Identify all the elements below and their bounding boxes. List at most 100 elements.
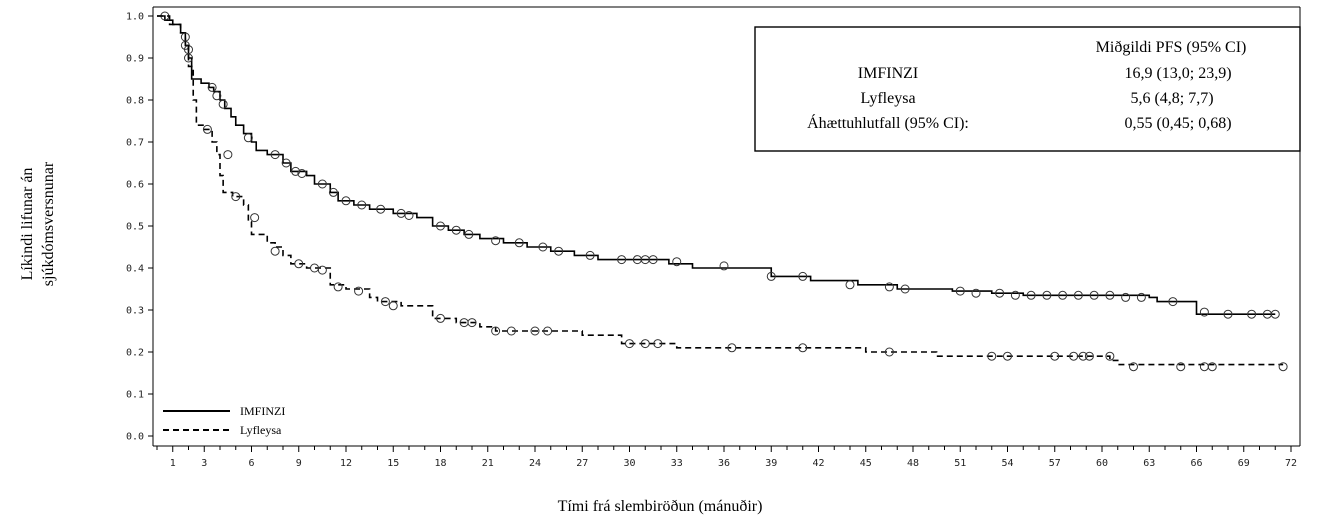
x-tick-label: 6 xyxy=(248,458,254,469)
censor-mark xyxy=(328,187,338,197)
censor-mark xyxy=(223,150,233,160)
annotation-row-imfinzi-value: 16,9 (13,0; 23,9) xyxy=(1124,65,1231,82)
censor-mark xyxy=(380,297,390,307)
x-tick-label: 15 xyxy=(387,458,399,469)
censor-mark xyxy=(1278,362,1288,372)
x-tick-label: 48 xyxy=(907,458,919,469)
censor-mark xyxy=(270,246,280,256)
censor-mark xyxy=(1026,290,1036,300)
median-pfs-box-frame xyxy=(754,26,1301,152)
median-pfs-box: Miðgildi PFS (95% CI) IMFINZI 16,9 (13,0… xyxy=(754,26,1301,152)
censor-mark xyxy=(207,82,217,92)
censor-mark xyxy=(1050,351,1060,361)
censor-mark xyxy=(1129,362,1138,372)
censor-mark xyxy=(672,257,682,267)
censor-mark xyxy=(845,280,855,290)
censor-mark xyxy=(1069,351,1079,361)
censor-mark xyxy=(719,261,729,271)
legend-label-placebo: Lyfleysa xyxy=(240,423,282,437)
censor-mark xyxy=(1247,309,1257,319)
legend-label-imfinzi: IMFINZI xyxy=(240,404,285,418)
censor-mark xyxy=(388,301,398,311)
censor-mark xyxy=(218,99,228,109)
censor-mark xyxy=(727,343,737,353)
censor-mark xyxy=(243,133,253,143)
x-tick-label: 39 xyxy=(765,458,777,469)
censor-mark xyxy=(1073,290,1083,300)
x-tick-label: 51 xyxy=(954,458,966,469)
annotation-row-placebo-label: Lyfleysa xyxy=(860,90,915,107)
censor-mark xyxy=(640,339,650,349)
y-tick-label: 1.0 xyxy=(126,12,144,23)
censor-mark xyxy=(514,238,524,248)
censor-mark xyxy=(900,284,910,294)
x-tick-label: 66 xyxy=(1190,458,1202,469)
censor-mark xyxy=(294,259,304,269)
annotation-row-hr-label: Áhættuhlutfall (95% CI): xyxy=(807,113,969,132)
x-tick-label: 36 xyxy=(718,458,730,469)
censor-mark xyxy=(648,255,658,265)
x-axis-title: Tími frá slembiröðun (mánuðir) xyxy=(558,498,763,515)
y-tick-label: 0.2 xyxy=(126,348,144,359)
censor-mark xyxy=(436,313,445,323)
censor-mark xyxy=(1078,351,1088,361)
x-ticks: 1 3 6 9 12 15 18 21 24 27 30 33 36 39 42 45 48 51 54 57 60 63… xyxy=(156,446,1297,469)
censor-mark xyxy=(884,347,894,357)
y-axis-title-line2: sjúkdómsversnunar xyxy=(40,161,57,286)
censor-mark xyxy=(585,250,595,260)
y-ticks: 0.0 0.1 0.2 0.3 0.4 0.5 0.6 0.7 0.8 0.9 1.0 xyxy=(126,12,153,443)
x-tick-label: 12 xyxy=(340,458,352,469)
censor-mark xyxy=(184,53,193,63)
censor-mark xyxy=(971,288,981,298)
censor-mark xyxy=(467,318,477,328)
censor-mark xyxy=(798,271,808,281)
censor-mark xyxy=(625,339,634,349)
x-tick-label: 42 xyxy=(812,458,824,469)
y-tick-label: 0.3 xyxy=(126,306,144,317)
y-axis-title-line1: Líkindi lifunar án xyxy=(19,168,36,281)
censor-mark xyxy=(297,169,307,178)
censor-mark xyxy=(357,200,367,210)
censor-mark xyxy=(317,179,327,189)
censor-mark xyxy=(491,326,501,336)
x-tick-label: 21 xyxy=(482,458,494,469)
y-tick-label: 0.8 xyxy=(126,96,144,107)
censor-mark xyxy=(291,166,301,176)
x-tick-label: 18 xyxy=(434,458,446,469)
censor-mark xyxy=(617,255,627,265)
censor-mark xyxy=(354,286,364,296)
y-tick-label: 0.7 xyxy=(126,138,144,149)
legend: IMFINZI Lyfleysa xyxy=(163,404,285,437)
censor-mark xyxy=(987,351,997,361)
censor-mark xyxy=(341,196,351,206)
y-tick-label: 0.0 xyxy=(126,432,144,443)
censor-mark xyxy=(766,271,776,281)
censor-mark xyxy=(1084,351,1094,361)
censor-mark xyxy=(1003,351,1012,361)
censor-mark xyxy=(506,326,516,336)
censor-mark xyxy=(451,225,461,235)
censor-mark xyxy=(955,286,965,296)
censor-mark xyxy=(530,326,540,336)
censor-mark xyxy=(1058,290,1068,300)
censor-mark xyxy=(250,213,260,223)
censor-mark xyxy=(1089,290,1099,300)
censor-mark xyxy=(1105,290,1115,300)
x-tick-label: 1 xyxy=(170,458,176,469)
x-tick-label: 57 xyxy=(1049,458,1061,469)
censor-mark xyxy=(1042,290,1052,300)
censor-mark xyxy=(798,343,808,353)
x-tick-label: 72 xyxy=(1285,458,1297,469)
x-tick-label: 3 xyxy=(201,458,207,469)
censor-mark xyxy=(180,32,190,42)
x-tick-label: 9 xyxy=(296,458,302,469)
x-tick-label: 30 xyxy=(623,458,635,469)
censor-mark xyxy=(1223,309,1233,319)
x-tick-label: 60 xyxy=(1096,458,1108,469)
censor-mark xyxy=(491,236,501,246)
annotation-row-imfinzi-label: IMFINZI xyxy=(858,65,918,82)
censor-mark xyxy=(1207,362,1217,372)
series-layer xyxy=(157,11,1288,372)
censor-mark xyxy=(317,265,327,275)
